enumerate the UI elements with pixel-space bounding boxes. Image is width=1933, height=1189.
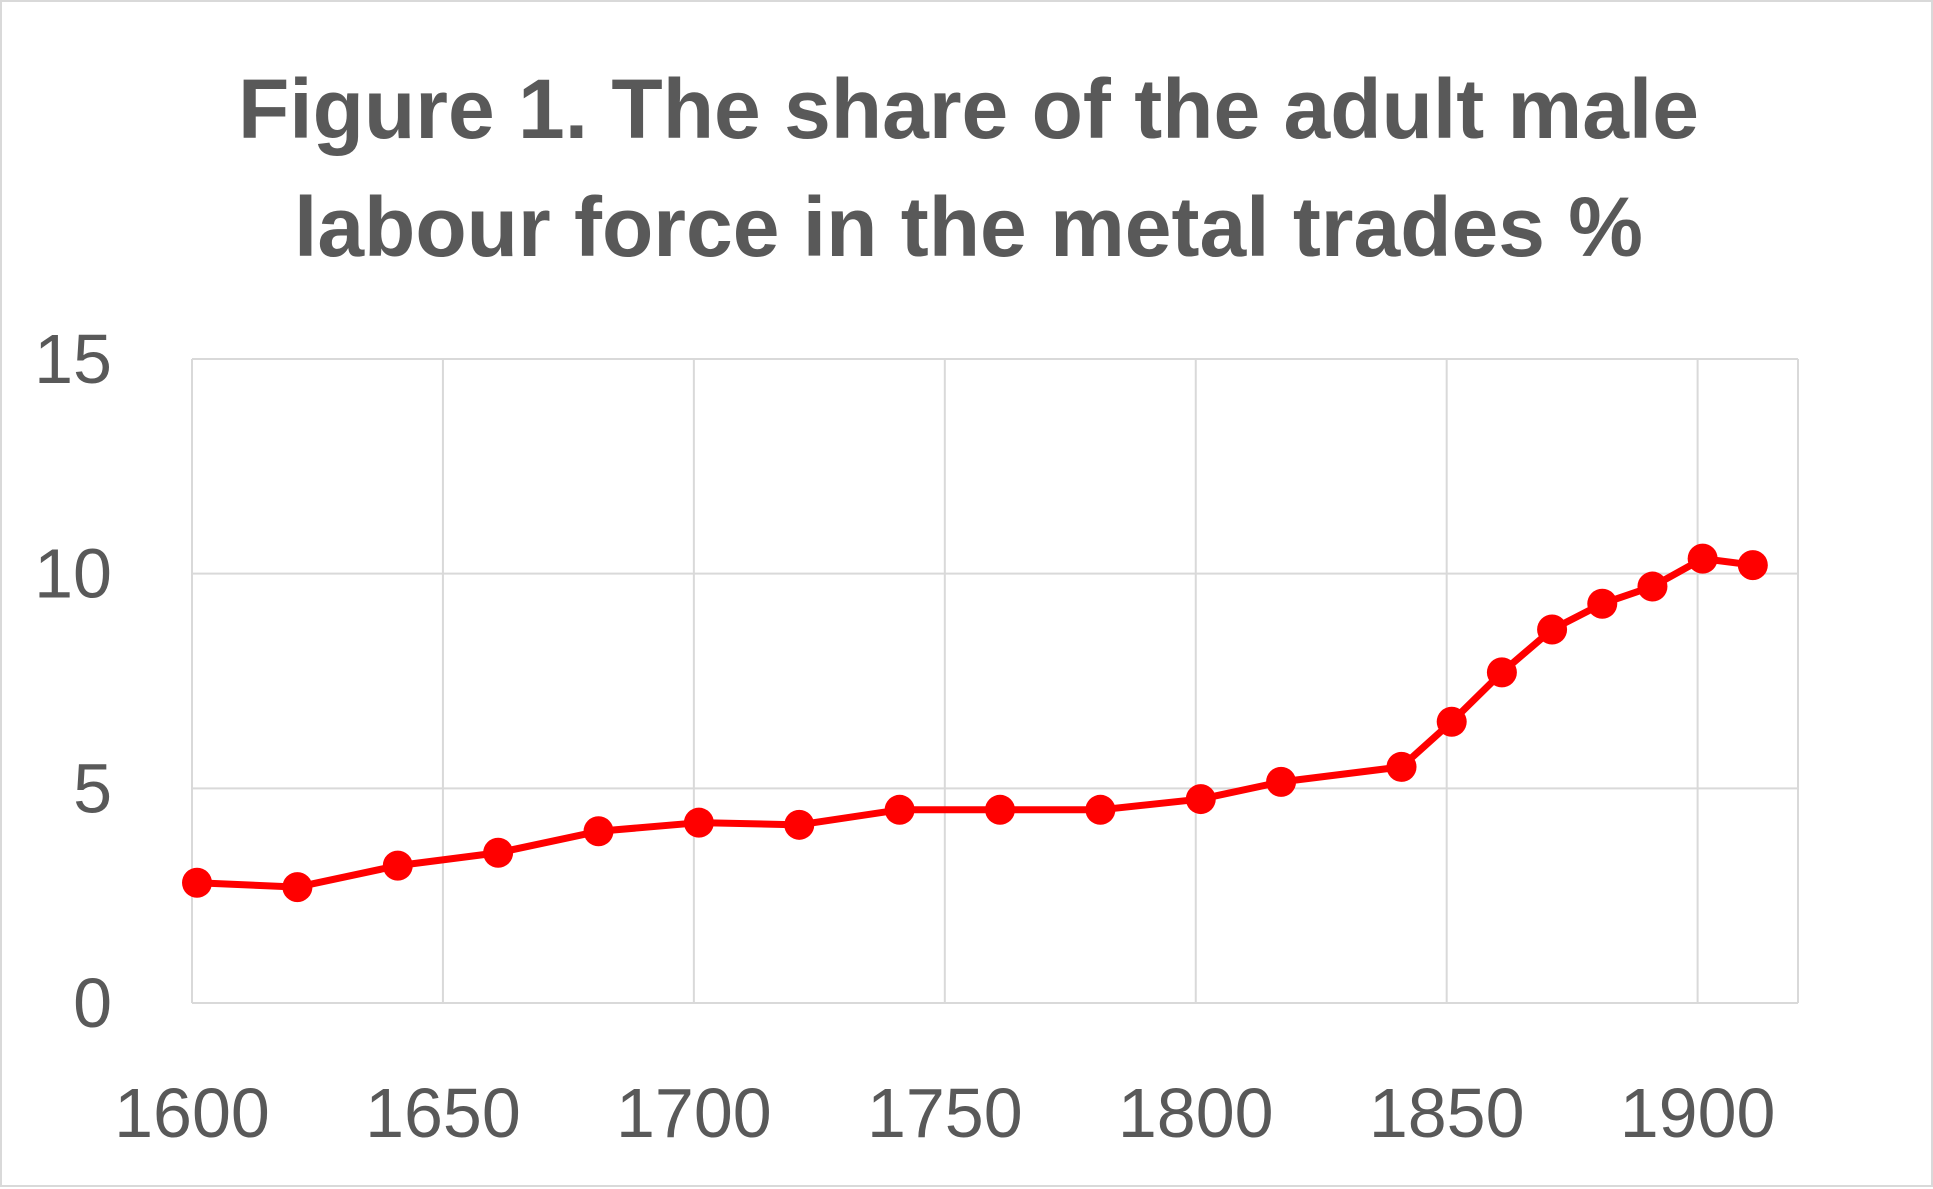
data-point (1486, 657, 1517, 688)
gridlines (191, 358, 1799, 1003)
data-point (1185, 784, 1216, 815)
y-tick-label: 5 (73, 749, 112, 827)
data-point (1737, 550, 1768, 581)
data-point (1637, 571, 1668, 602)
x-tick-label: 1700 (616, 1074, 772, 1152)
x-tick-labels: 1600 1650 1700 1750 1800 1850 1900 (114, 1074, 1775, 1152)
y-tick-label: 10 (34, 535, 112, 613)
x-tick-label: 1900 (1620, 1074, 1776, 1152)
y-tick-label: 0 (73, 964, 112, 1042)
x-tick-label: 1650 (365, 1074, 521, 1152)
data-point (382, 850, 413, 881)
data-point (884, 794, 915, 825)
data-point (683, 807, 714, 838)
data-point (1085, 794, 1116, 825)
data-point (1687, 543, 1718, 574)
series (182, 543, 1768, 903)
data-point (282, 872, 313, 903)
data-point (483, 837, 514, 868)
data-point (1537, 614, 1568, 645)
x-tick-label: 1800 (1118, 1074, 1274, 1152)
data-point (784, 809, 815, 840)
data-point (1587, 588, 1618, 619)
chart-title-line-1: Figure 1. The share of the adult male (238, 62, 1699, 156)
data-point (182, 867, 213, 898)
data-point (1436, 706, 1467, 737)
series-line (193, 555, 1757, 891)
data-point (583, 816, 614, 847)
x-tick-label: 1750 (867, 1074, 1023, 1152)
data-point (1386, 751, 1417, 782)
y-tick-label: 15 (34, 320, 112, 398)
x-tick-label: 1600 (114, 1074, 270, 1152)
chart-title: Figure 1. The share of the adult male la… (2, 50, 1933, 286)
data-point (985, 794, 1016, 825)
chart-title-line-2: labour force in the metal trades % (293, 180, 1643, 274)
data-point (1266, 766, 1297, 797)
y-tick-labels: 0 5 10 15 (34, 320, 112, 1042)
x-tick-label: 1850 (1369, 1074, 1525, 1152)
